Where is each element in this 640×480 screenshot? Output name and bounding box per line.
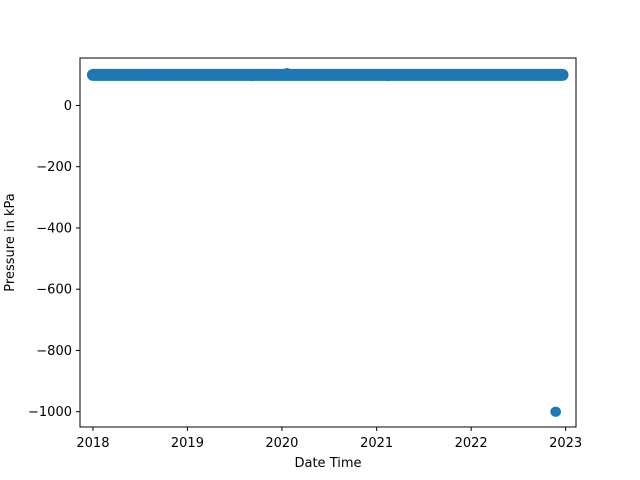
data-point: [122, 69, 133, 80]
data-point: [146, 69, 157, 80]
plot-frame: [79, 57, 577, 428]
data-point: [229, 69, 240, 80]
plot-area: [79, 57, 577, 428]
x-tick-label: 2021: [360, 436, 393, 451]
data-point: [158, 70, 169, 81]
y-tick-label: −400: [36, 221, 72, 236]
data-point: [533, 70, 544, 81]
data-point: [304, 69, 315, 80]
x-tick-label: 2022: [455, 436, 488, 451]
y-axis-label: Pressure in kPa: [3, 193, 18, 291]
data-point: [445, 69, 456, 80]
data-point: [281, 68, 292, 79]
data-point: [398, 70, 409, 81]
data-point: [264, 69, 275, 80]
x-tick-label: 2018: [76, 436, 109, 451]
data-point: [557, 69, 568, 80]
data-point: [493, 70, 504, 81]
data-point: [481, 69, 492, 80]
y-tick-label: −200: [36, 160, 72, 175]
data-point: [292, 69, 303, 80]
data-point: [434, 70, 445, 81]
x-tick-label: 2020: [265, 436, 298, 451]
data-point: [194, 69, 205, 80]
y-tick-label: 0: [64, 99, 72, 114]
data-point: [469, 69, 480, 80]
data-point: [363, 70, 374, 81]
x-axis: 2018 2019 2020 2021 2022 2023: [76, 427, 582, 451]
data-points-layer: [87, 68, 568, 417]
data-point: [549, 69, 560, 80]
data-point: [351, 69, 362, 80]
data-point: [516, 69, 527, 80]
data-point: [170, 69, 181, 80]
data-point: [505, 69, 516, 80]
data-point: [422, 69, 433, 80]
data-point: [182, 69, 193, 80]
data-point: [205, 70, 216, 81]
x-tick-label: 2023: [549, 436, 582, 451]
data-point: [217, 69, 228, 80]
data-point: [316, 70, 327, 81]
x-tick-label: 2019: [171, 436, 204, 451]
data-point: [134, 69, 145, 80]
y-tick-label: −600: [36, 283, 72, 298]
y-tick-label: −1000: [28, 405, 72, 420]
x-axis-label: Date Time: [294, 456, 361, 471]
data-point: [247, 71, 258, 82]
data-point: [382, 71, 393, 82]
y-tick-label: −800: [36, 344, 72, 359]
data-point: [410, 69, 421, 80]
data-point: [551, 406, 562, 417]
data-point: [99, 69, 110, 80]
data-point: [87, 69, 98, 80]
y-axis: 0 −200 −400 −600 −800 −1000: [28, 99, 80, 420]
data-point: [111, 70, 122, 81]
data-point: [334, 70, 345, 81]
data-point: [458, 69, 469, 80]
